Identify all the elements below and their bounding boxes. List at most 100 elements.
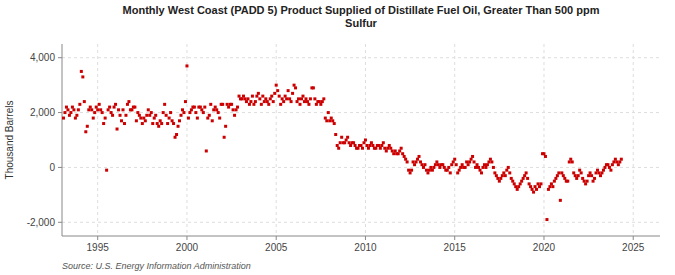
point bbox=[188, 111, 191, 114]
point bbox=[519, 182, 522, 185]
point bbox=[330, 117, 333, 120]
point bbox=[217, 111, 220, 114]
x-tick bbox=[97, 236, 98, 240]
point bbox=[120, 119, 123, 122]
point bbox=[586, 180, 589, 183]
point bbox=[296, 100, 299, 103]
point bbox=[184, 100, 187, 103]
point bbox=[114, 103, 117, 106]
point bbox=[230, 103, 233, 106]
point bbox=[446, 169, 449, 172]
point bbox=[608, 166, 611, 169]
point bbox=[321, 100, 324, 103]
point bbox=[432, 166, 435, 169]
point bbox=[306, 100, 309, 103]
point bbox=[75, 114, 78, 117]
point bbox=[400, 147, 403, 150]
point bbox=[117, 108, 120, 111]
point bbox=[178, 119, 181, 122]
x-tick bbox=[454, 236, 455, 240]
point bbox=[477, 166, 480, 169]
point bbox=[398, 149, 401, 152]
point bbox=[464, 166, 467, 169]
point bbox=[251, 95, 254, 98]
point bbox=[148, 114, 151, 117]
point bbox=[447, 166, 450, 169]
point bbox=[245, 100, 248, 103]
point bbox=[287, 89, 290, 92]
y-grid-line bbox=[62, 112, 660, 113]
point bbox=[141, 122, 144, 125]
point bbox=[575, 177, 578, 180]
point bbox=[299, 103, 302, 106]
point bbox=[196, 117, 199, 120]
point bbox=[490, 160, 493, 163]
point bbox=[99, 108, 102, 111]
point bbox=[476, 163, 479, 166]
y-tick bbox=[58, 167, 62, 168]
point bbox=[407, 169, 410, 172]
point bbox=[455, 163, 458, 166]
point bbox=[459, 166, 462, 169]
y-axis-label: Thousand Barrels bbox=[4, 101, 15, 180]
point bbox=[142, 117, 145, 120]
point bbox=[169, 111, 172, 114]
point bbox=[354, 144, 357, 147]
point bbox=[571, 160, 574, 163]
point bbox=[246, 97, 249, 100]
point bbox=[420, 163, 423, 166]
point bbox=[502, 171, 505, 174]
point bbox=[297, 97, 300, 100]
point bbox=[526, 177, 529, 180]
point bbox=[596, 169, 599, 172]
point bbox=[80, 70, 83, 73]
point bbox=[77, 108, 80, 111]
point bbox=[78, 103, 81, 106]
point bbox=[270, 95, 273, 98]
point bbox=[514, 185, 517, 188]
point bbox=[499, 177, 502, 180]
point bbox=[385, 149, 388, 152]
point bbox=[312, 86, 315, 89]
point bbox=[68, 114, 71, 117]
point bbox=[606, 163, 609, 166]
point bbox=[429, 166, 432, 169]
point bbox=[266, 100, 269, 103]
point bbox=[145, 114, 148, 117]
point bbox=[267, 103, 270, 106]
point bbox=[258, 97, 261, 100]
point bbox=[600, 171, 603, 174]
point bbox=[409, 171, 412, 174]
point bbox=[386, 147, 389, 150]
x-tick-label: 2005 bbox=[265, 242, 288, 253]
point bbox=[529, 185, 532, 188]
point bbox=[294, 86, 297, 89]
point bbox=[160, 122, 163, 125]
point bbox=[487, 160, 490, 163]
point bbox=[416, 158, 419, 161]
point bbox=[84, 130, 87, 133]
point bbox=[471, 155, 474, 158]
point bbox=[449, 171, 452, 174]
point bbox=[93, 111, 96, 114]
point bbox=[522, 177, 525, 180]
point bbox=[418, 155, 421, 158]
point bbox=[523, 174, 526, 177]
point bbox=[349, 144, 352, 147]
title-line: Monthly West Coast (PADD 5) Product Supp… bbox=[123, 4, 600, 16]
y-grid-line bbox=[62, 57, 660, 58]
point bbox=[272, 100, 275, 103]
point bbox=[479, 169, 482, 172]
x-grid-line bbox=[97, 44, 98, 236]
point bbox=[423, 163, 426, 166]
point bbox=[572, 171, 575, 174]
point bbox=[150, 111, 153, 114]
point bbox=[413, 163, 416, 166]
point bbox=[307, 103, 310, 106]
point bbox=[554, 177, 557, 180]
y-tick-label: -2,000 bbox=[27, 217, 56, 228]
point bbox=[346, 136, 349, 139]
point bbox=[135, 119, 138, 122]
point bbox=[507, 166, 510, 169]
point bbox=[180, 114, 183, 117]
